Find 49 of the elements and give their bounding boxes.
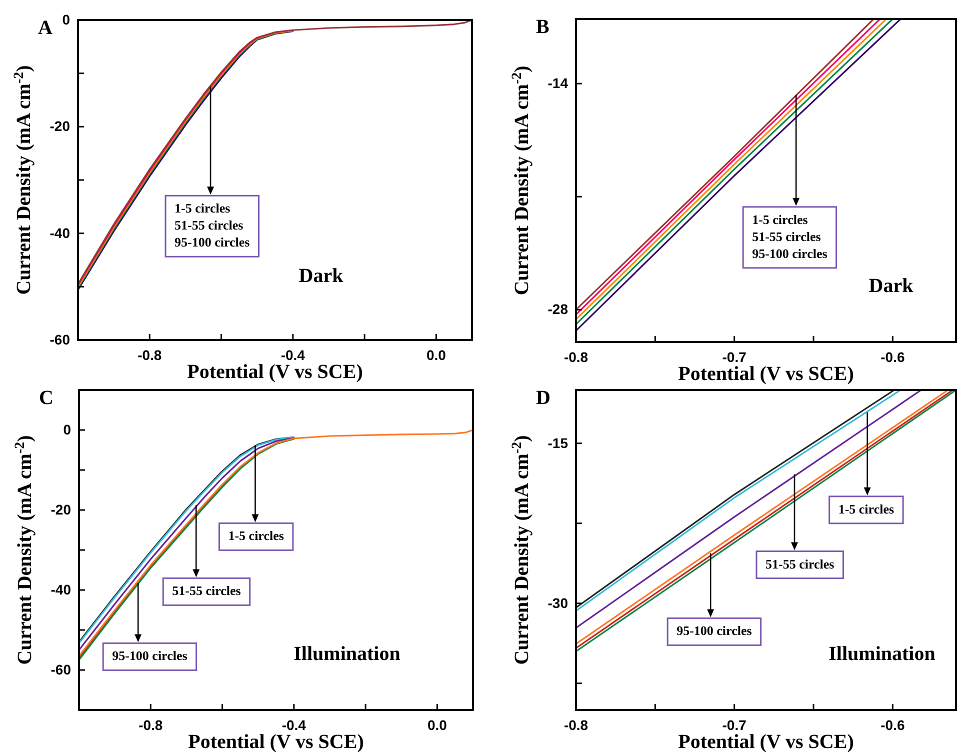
y-tick-label: -28 bbox=[548, 301, 568, 318]
y-tick-label: -30 bbox=[548, 594, 568, 611]
y-tick-label: -40 bbox=[50, 224, 70, 241]
y-tick-label: 0 bbox=[63, 421, 72, 438]
y-tick-label: -15 bbox=[548, 434, 568, 451]
chart-title: A bbox=[38, 17, 53, 39]
annotation: 1-5 circles bbox=[838, 501, 894, 516]
x-tick-label: -0.7 bbox=[722, 348, 747, 365]
annotation: 51-55 circles bbox=[766, 556, 834, 572]
y-tick-label: -14 bbox=[548, 75, 568, 92]
x-axis-title: Potential (V vs SCE) bbox=[678, 363, 854, 385]
annotation: 51-55 circles bbox=[172, 583, 241, 598]
y-tick-label: -20 bbox=[50, 501, 72, 518]
annotation: 1-5 circles bbox=[174, 200, 230, 216]
y-tick-label: -20 bbox=[50, 118, 70, 134]
annotation: Dark bbox=[868, 275, 914, 297]
annotation: 95-100 circles bbox=[112, 648, 188, 664]
x-tick-label: -0.8 bbox=[564, 716, 588, 733]
x-tick-label: -0.7 bbox=[722, 716, 747, 733]
annotation: 95-100 circles bbox=[174, 234, 250, 250]
x-tick-label: -0.6 bbox=[880, 348, 905, 365]
x-axis-title: Potential (V vs SCE) bbox=[187, 361, 363, 383]
annotation: 51-55 circles bbox=[752, 228, 821, 244]
annotation: 51-55 circles bbox=[174, 218, 244, 233]
x-tick-label: -0.4 bbox=[280, 346, 306, 363]
x-axis-title: Potential (V vs SCE) bbox=[188, 731, 364, 753]
y-tick-label: -60 bbox=[50, 331, 70, 348]
x-axis-title: Potential (V vs SCE) bbox=[678, 731, 854, 753]
x-tick-label: -0.8 bbox=[138, 716, 163, 733]
x-tick-label: -0.6 bbox=[880, 716, 905, 733]
x-tick-label: 0.0 bbox=[426, 346, 446, 363]
y-tick-label: 0 bbox=[62, 11, 70, 28]
annotation: 95-100 circles bbox=[676, 623, 752, 638]
annotation: Illumination bbox=[294, 643, 400, 665]
chart-title: D bbox=[536, 387, 550, 409]
annotation: 1-5 circles bbox=[228, 528, 284, 544]
line-series bbox=[78, 20, 472, 285]
chart-title: B bbox=[536, 16, 550, 38]
x-tick-label: -0.8 bbox=[138, 346, 162, 363]
y-tick-label: -60 bbox=[50, 661, 72, 678]
x-tick-label: -0.4 bbox=[282, 716, 306, 733]
y-tick-label: -40 bbox=[50, 581, 72, 598]
annotation: Dark bbox=[298, 265, 344, 287]
annotation: 95-100 circles bbox=[752, 246, 828, 261]
x-tick-label: -0.8 bbox=[564, 348, 588, 365]
chart-title: C bbox=[39, 387, 54, 409]
annotation: 1-5 circles bbox=[752, 212, 808, 227]
x-tick-label: 0.0 bbox=[427, 716, 448, 733]
annotation: Illumination bbox=[828, 643, 936, 665]
